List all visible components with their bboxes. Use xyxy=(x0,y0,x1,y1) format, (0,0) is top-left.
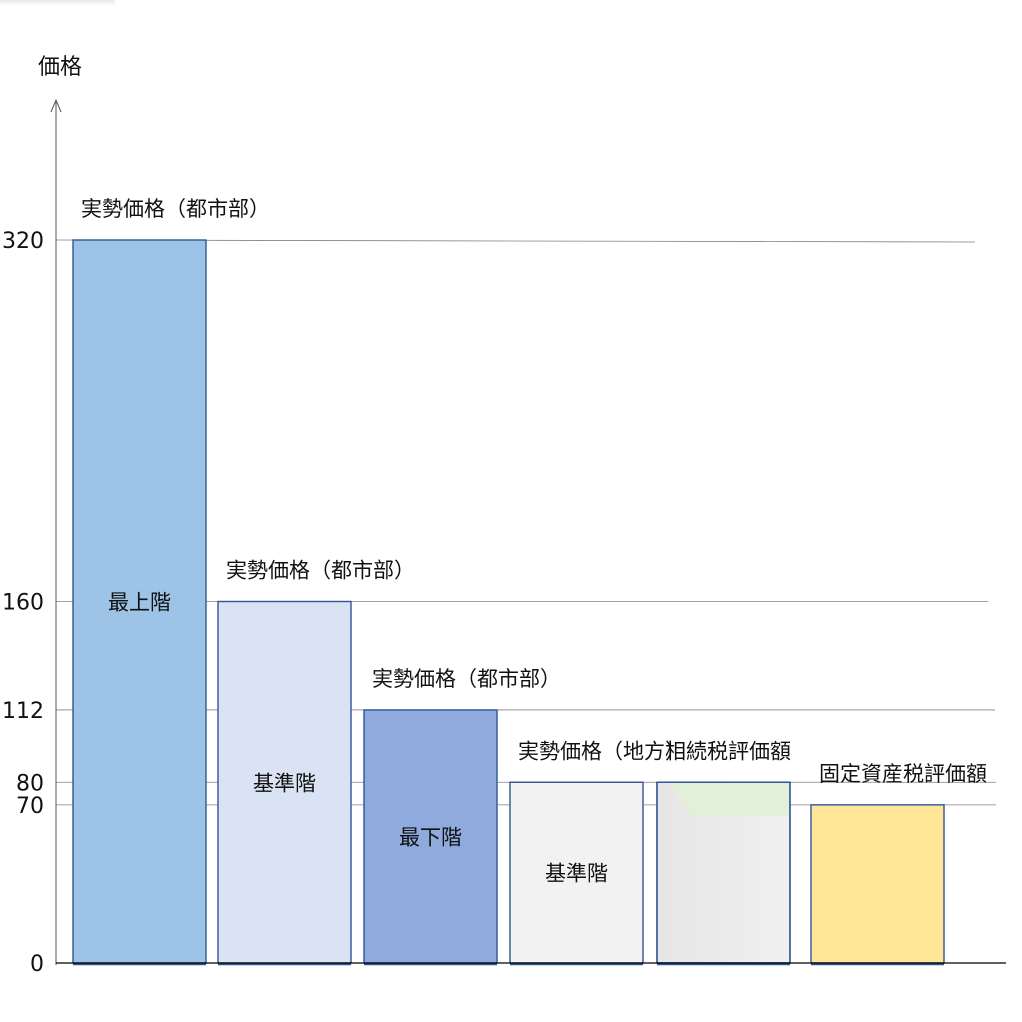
bar-inner-label: 基準階 xyxy=(253,771,316,795)
y-tick-label: 320 xyxy=(2,229,44,254)
corner-shading xyxy=(0,0,115,6)
bar-top-label: 相続税評価額 xyxy=(665,739,791,763)
bars xyxy=(72,239,945,966)
bar-top-label: 実勢価格（都市部） xyxy=(372,667,561,691)
y-tick-label: 70 xyxy=(16,794,44,819)
bar-inner-label: 最上階 xyxy=(108,591,171,615)
y-tick-label: 160 xyxy=(2,591,44,616)
bar-inner-label: 基準階 xyxy=(545,862,608,886)
y-axis-arrow-icon xyxy=(50,98,62,113)
axes: 価格 xyxy=(38,55,1006,965)
bar-top-label: 実勢価格（地方） xyxy=(518,739,686,763)
bar-inner-label: 最下階 xyxy=(399,825,462,849)
bar-top-label: 実勢価格（都市部） xyxy=(81,197,270,221)
bar xyxy=(509,781,644,964)
y-tick-label: 0 xyxy=(30,952,44,977)
bar xyxy=(363,709,498,964)
y-tick-label: 112 xyxy=(2,699,44,724)
bar xyxy=(810,804,945,964)
bar xyxy=(72,239,207,964)
bar-labels: 実勢価格（都市部）最上階実勢価格（都市部）基準階実勢価格（都市部）最下階実勢価格… xyxy=(81,197,987,886)
bar xyxy=(217,600,352,964)
y-tick-label: 80 xyxy=(16,771,44,796)
bar-top-label: 固定資産税評価額 xyxy=(819,762,987,786)
y-axis-title: 価格 xyxy=(38,55,82,80)
bar-top-label: 実勢価格（都市部） xyxy=(226,559,415,583)
grid-line xyxy=(55,239,976,243)
bar-highlight xyxy=(669,783,789,817)
